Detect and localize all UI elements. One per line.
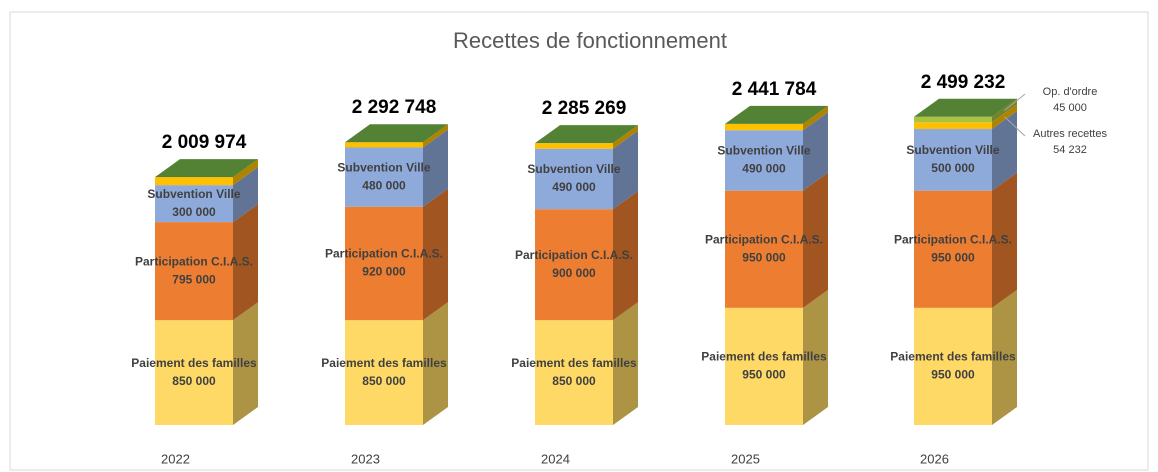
segment-name-label: Participation C.I.A.S. xyxy=(135,254,253,268)
segment-name-label: Paiement des familles xyxy=(701,350,827,364)
segment-name-label: Paiement des familles xyxy=(131,356,257,370)
total-label: 2 292 748 xyxy=(352,97,437,118)
bar-segment-side xyxy=(992,289,1017,425)
data-label: 480 000 xyxy=(362,178,406,192)
bar-top xyxy=(535,125,638,144)
annotation-value: 45 000 xyxy=(1053,102,1087,114)
data-label: 950 000 xyxy=(931,368,975,382)
total-label: 2 285 269 xyxy=(542,98,627,119)
segment-name-label: Participation C.I.A.S. xyxy=(515,248,633,262)
bar-segment xyxy=(535,143,613,149)
bar-segment xyxy=(155,177,233,186)
bar-segment xyxy=(725,123,803,131)
bar-top xyxy=(914,98,1017,117)
total-label: 2 441 784 xyxy=(732,79,817,100)
data-label: 900 000 xyxy=(552,266,596,280)
bar-segment-side xyxy=(233,204,258,321)
x-tick-label: 2025 xyxy=(731,451,760,466)
bar-segment xyxy=(914,122,992,129)
bar-segment xyxy=(345,147,423,207)
bar-segment xyxy=(155,320,233,425)
bar-segment xyxy=(535,209,613,321)
data-label: 795 000 xyxy=(172,272,216,286)
data-label: 950 000 xyxy=(931,250,975,264)
bar-segment-side xyxy=(423,302,448,425)
bar-segment xyxy=(914,116,992,123)
bar-segment-side xyxy=(423,129,448,207)
leader-line xyxy=(1004,93,1026,111)
data-label: 850 000 xyxy=(172,374,216,388)
data-label: 490 000 xyxy=(552,180,596,194)
x-tick-label: 2024 xyxy=(541,451,570,466)
x-tick-label: 2023 xyxy=(351,451,380,466)
leader-line xyxy=(1004,116,1026,137)
bar-segment-side xyxy=(423,188,448,321)
bar-segment-side xyxy=(233,159,258,186)
bar-segment xyxy=(535,148,613,210)
annotation-name: Op. d'ordre xyxy=(1043,86,1098,98)
bar-segment xyxy=(725,190,803,308)
bar-segment-side xyxy=(423,124,448,148)
bar-segment xyxy=(345,206,423,321)
bar-segment-side xyxy=(613,125,638,149)
total-label: 2 009 974 xyxy=(162,132,247,153)
segment-name-label: Subvention Ville xyxy=(717,144,810,158)
bar-segment xyxy=(725,130,803,191)
segment-name-label: Participation C.I.A.S. xyxy=(325,247,443,261)
bar-segment-side xyxy=(613,302,638,425)
data-label: 850 000 xyxy=(552,374,596,388)
data-label: 490 000 xyxy=(742,162,786,176)
data-label: 950 000 xyxy=(742,368,786,382)
annotation-name: Autres recettes xyxy=(1033,128,1107,140)
bar-segment xyxy=(725,307,803,425)
bar-top xyxy=(155,159,258,178)
segment-name-label: Subvention Ville xyxy=(337,160,430,174)
segment-name-label: Subvention Ville xyxy=(527,162,620,176)
bar-segment xyxy=(914,190,992,308)
bar-segment-side xyxy=(613,130,638,210)
segment-name-label: Participation C.I.A.S. xyxy=(894,232,1012,246)
data-label: 950 000 xyxy=(742,250,786,264)
segment-name-label: Subvention Ville xyxy=(147,187,240,201)
bar-segment-side xyxy=(233,302,258,425)
bar-segment xyxy=(155,222,233,321)
data-label: 850 000 xyxy=(362,374,406,388)
data-label: 500 000 xyxy=(931,161,975,175)
bar-segment xyxy=(345,320,423,425)
bar-segment xyxy=(155,185,233,223)
chart-title: Recettes de fonctionnement xyxy=(453,28,727,53)
data-label: 920 000 xyxy=(362,265,406,279)
bar-segment-side xyxy=(233,167,258,223)
data-label: 300 000 xyxy=(172,205,216,219)
segment-name-label: Paiement des familles xyxy=(511,356,637,370)
segment-name-label: Participation C.I.A.S. xyxy=(705,232,823,246)
x-tick-label: 2026 xyxy=(920,451,949,466)
annotation-value: 54 232 xyxy=(1053,144,1087,156)
segment-name-label: Paiement des familles xyxy=(321,356,447,370)
segment-name-label: Subvention Ville xyxy=(906,143,999,157)
total-label: 2 499 232 xyxy=(921,72,1006,93)
bar-segment-side xyxy=(803,112,828,191)
bar-segment-side xyxy=(992,172,1017,308)
segment-name-label: Paiement des familles xyxy=(890,350,1016,364)
bar-segment-side xyxy=(803,172,828,308)
bar-segment-side xyxy=(613,191,638,321)
bar-segment-side xyxy=(803,289,828,425)
bar-top xyxy=(345,124,448,143)
bar-segment-side xyxy=(803,105,828,131)
bar-segment xyxy=(345,142,423,148)
bar-segment xyxy=(535,320,613,425)
bar-segment xyxy=(914,129,992,191)
bar-top xyxy=(725,105,828,124)
x-tick-label: 2022 xyxy=(161,451,190,466)
bar-segment xyxy=(914,307,992,425)
bar-segment-side xyxy=(992,111,1017,191)
